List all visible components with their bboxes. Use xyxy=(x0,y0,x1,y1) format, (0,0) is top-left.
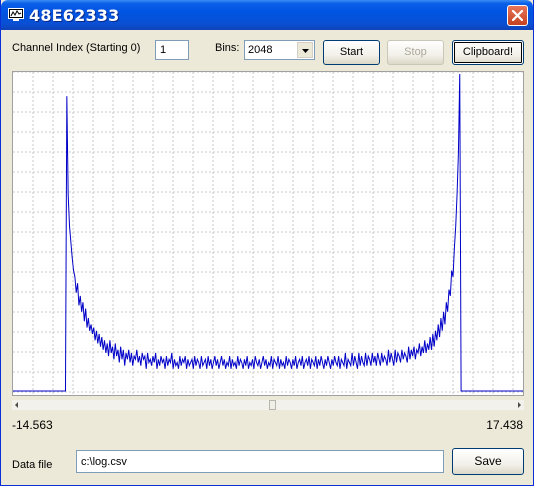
data-file-input[interactable]: c:\log.csv xyxy=(76,450,444,473)
data-file-label: Data file xyxy=(12,459,53,471)
start-button[interactable]: Start xyxy=(323,40,380,65)
axis-max-label: 17.438 xyxy=(486,418,523,432)
title-bar[interactable]: 48E62333 xyxy=(1,0,533,30)
histogram-chart xyxy=(13,71,523,395)
stop-button-label: Stop xyxy=(404,46,427,58)
app-icon xyxy=(8,8,24,21)
bins-select[interactable]: 2048 xyxy=(244,40,315,60)
scroll-left-arrow-icon[interactable] xyxy=(12,400,22,410)
axis-min-label: -14.563 xyxy=(12,418,53,432)
scroll-right-arrow-icon[interactable] xyxy=(514,400,524,410)
channel-index-input[interactable]: 1 xyxy=(155,40,189,60)
bins-dropdown-button[interactable] xyxy=(297,42,313,58)
window-title: 48E62333 xyxy=(29,6,120,25)
stop-button[interactable]: Stop xyxy=(387,40,444,65)
channel-index-label: Channel Index (Starting 0) xyxy=(12,42,141,54)
histogram-plot xyxy=(12,71,524,396)
close-icon xyxy=(512,10,523,21)
start-button-label: Start xyxy=(339,46,364,58)
close-button[interactable] xyxy=(507,5,528,26)
bins-select-value: 2048 xyxy=(248,44,273,56)
chevron-down-icon xyxy=(302,49,309,53)
scrollbar-thumb[interactable] xyxy=(269,400,277,410)
histogram-series-line xyxy=(13,73,523,392)
bins-label: Bins: xyxy=(215,42,240,54)
horizontal-scrollbar[interactable] xyxy=(12,400,524,410)
save-button-label: Save xyxy=(474,454,502,468)
clipboard-button[interactable]: Clipboard! xyxy=(452,40,524,65)
clipboard-button-label: Clipboard! xyxy=(462,46,514,58)
save-button[interactable]: Save xyxy=(452,448,524,475)
